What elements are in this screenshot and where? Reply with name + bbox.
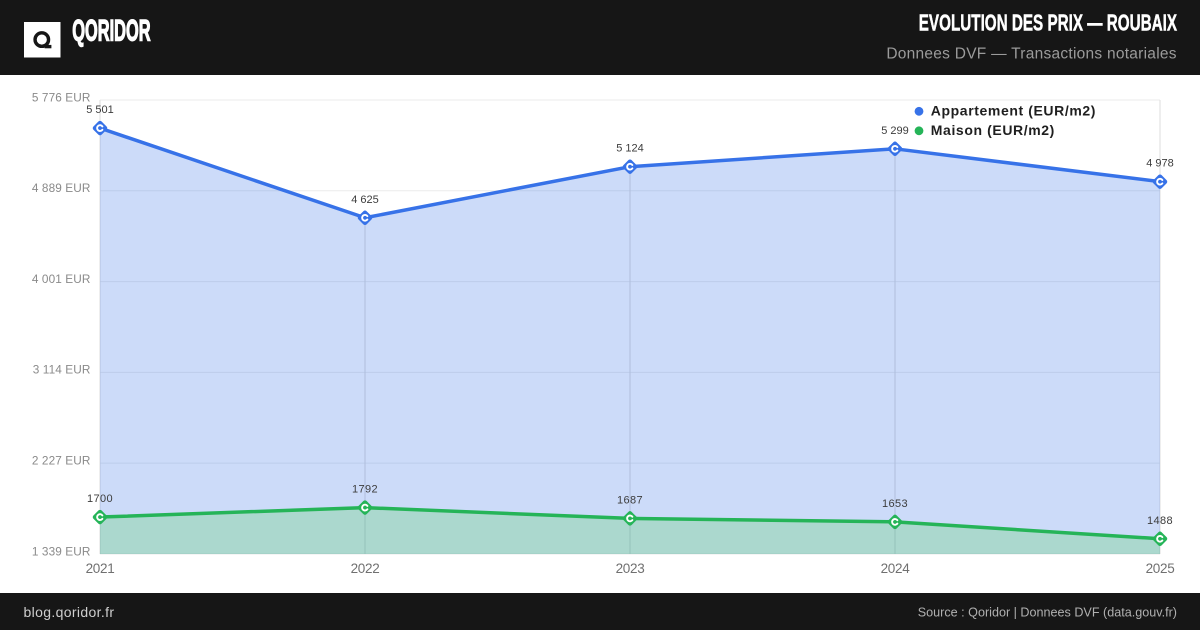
svg-text:1653: 1653 [882,498,908,510]
svg-text:1488: 1488 [1147,515,1173,527]
svg-text:5 124: 5 124 [616,143,644,155]
svg-text:2021: 2021 [86,561,115,576]
svg-text:2024: 2024 [881,561,911,576]
svg-text:5 776 EUR: 5 776 EUR [32,90,91,104]
svg-text:1687: 1687 [617,494,643,506]
svg-text:5 299: 5 299 [881,125,909,137]
svg-text:Appartement (EUR/m2): Appartement (EUR/m2) [931,103,1096,119]
svg-text:Donnees DVF — Transactions not: Donnees DVF — Transactions notariales [886,46,1176,63]
svg-text:blog.qoridor.fr: blog.qoridor.fr [24,604,115,620]
svg-text:1 339 EUR: 1 339 EUR [32,544,91,558]
svg-text:Source : Qoridor | Donnees DVF: Source : Qoridor | Donnees DVF (data.gou… [918,606,1177,620]
svg-text:2025: 2025 [1146,561,1175,576]
svg-text:EVOLUTION DES PRIX — ROUBAIX: EVOLUTION DES PRIX — ROUBAIX [919,10,1177,36]
svg-text:4 889 EUR: 4 889 EUR [32,181,91,195]
svg-text:3 114 EUR: 3 114 EUR [33,363,91,377]
svg-text:4 001 EUR: 4 001 EUR [32,272,91,286]
svg-text:4 978: 4 978 [1146,158,1174,170]
svg-text:2023: 2023 [616,561,645,576]
svg-text:2 227 EUR: 2 227 EUR [32,453,91,467]
svg-text:5 501: 5 501 [86,104,114,116]
svg-text:Maison (EUR/m2): Maison (EUR/m2) [931,122,1055,138]
svg-text:1792: 1792 [352,484,378,496]
svg-text:1700: 1700 [87,493,113,505]
svg-text:2022: 2022 [351,561,380,576]
svg-text:QORIDOR: QORIDOR [72,15,150,49]
svg-text:4 625: 4 625 [351,194,379,206]
